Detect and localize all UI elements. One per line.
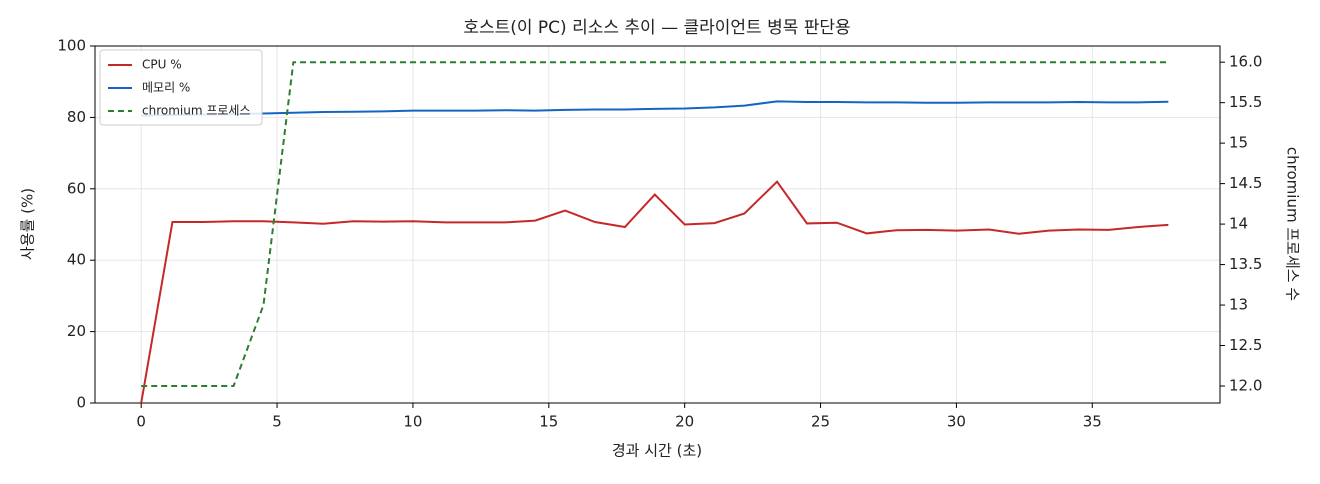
legend-box — [99, 49, 263, 126]
y-tick-label: 80 — [67, 108, 86, 126]
legend-label: CPU % — [142, 58, 182, 72]
plot-frame — [94, 45, 1221, 404]
legend-label: chromium 프로세스 — [142, 104, 251, 118]
x-tick-label: 10 — [403, 413, 422, 431]
y-tick-label: 0 — [76, 394, 86, 412]
x-tick-label: 20 — [675, 413, 694, 431]
series-line — [141, 61, 1169, 387]
y2-tick-label: 16.0 — [1229, 53, 1262, 71]
y-tick-label: 100 — [57, 37, 86, 55]
y-tick-label: 20 — [67, 322, 86, 340]
y2-tick-label: 15 — [1229, 134, 1248, 152]
y2-tick-label: 14.5 — [1229, 174, 1262, 192]
y2-tick-label: 12.0 — [1229, 377, 1262, 395]
y2-tick-label: 14 — [1229, 215, 1248, 233]
y-axis-label: 사용률 (%) — [19, 188, 37, 260]
y2-axis-label: chromium 프로세스 수 — [1284, 147, 1302, 301]
y-tick-label: 60 — [67, 179, 86, 197]
legend-label: 메모리 % — [142, 81, 190, 95]
x-tick-label: 5 — [272, 413, 282, 431]
x-tick-label: 25 — [811, 413, 830, 431]
x-tick-label: 0 — [136, 413, 146, 431]
x-tick-label: 15 — [539, 413, 558, 431]
y2-tick-label: 13.5 — [1229, 255, 1262, 273]
x-tick-label: 35 — [1083, 413, 1102, 431]
x-axis-label: 경과 시간 (초) — [612, 442, 702, 460]
series-line — [141, 100, 1169, 117]
y-tick-label: 40 — [67, 251, 86, 269]
series-line — [140, 180, 1169, 404]
y2-tick-label: 13 — [1229, 296, 1248, 314]
chart-title: 호스트(이 PC) 리소스 추이 — 클라이언트 병목 판단용 — [463, 18, 850, 38]
y2-tick-label: 12.5 — [1229, 336, 1262, 354]
x-tick-label: 30 — [947, 413, 966, 431]
y2-tick-label: 15.5 — [1229, 93, 1262, 111]
